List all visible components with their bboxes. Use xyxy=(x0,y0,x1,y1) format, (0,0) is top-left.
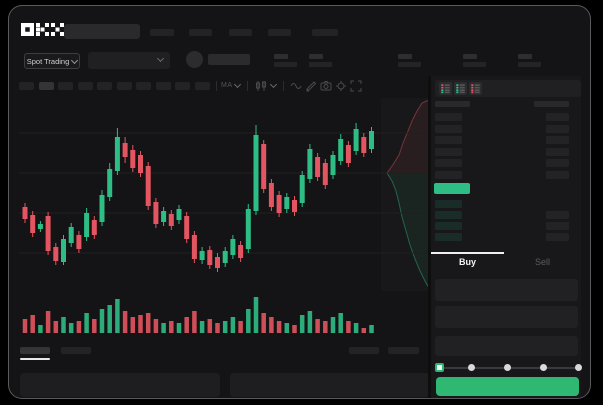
timeframe-button[interactable] xyxy=(19,82,34,90)
nav-item-placeholder[interactable] xyxy=(150,29,174,36)
app-window: Spot Trading MA xyxy=(8,5,591,399)
chevron-down-icon xyxy=(156,54,165,63)
slider-step-25[interactable] xyxy=(467,364,475,371)
orders-panel-placeholder xyxy=(230,373,429,397)
nav-item-placeholder[interactable] xyxy=(189,29,212,36)
tab-sell[interactable]: Sell xyxy=(534,257,550,267)
nav-item-placeholder[interactable] xyxy=(229,29,252,36)
book-asks-icon[interactable] xyxy=(469,82,482,95)
price-field-placeholder[interactable] xyxy=(435,279,578,301)
panel-divider xyxy=(428,76,431,398)
timeframe-button[interactable] xyxy=(97,82,112,90)
book-combined-icon[interactable] xyxy=(439,82,452,95)
market-type-label: Spot Trading xyxy=(26,56,70,66)
slider-step-75[interactable] xyxy=(539,364,547,371)
pencil-icon[interactable] xyxy=(305,80,317,92)
orders-action-placeholder[interactable] xyxy=(388,347,419,354)
timeframe-button[interactable] xyxy=(77,82,93,90)
timeframe-button[interactable] xyxy=(116,82,132,90)
chevron-down-icon xyxy=(71,56,79,64)
amount-field-placeholder[interactable] xyxy=(435,306,578,328)
orders-panel-placeholder xyxy=(20,373,220,397)
buy-tab-indicator xyxy=(431,252,504,254)
orderbook-header-price xyxy=(435,101,470,107)
timeframe-button[interactable] xyxy=(175,82,190,90)
market-type-dropdown[interactable]: Spot Trading xyxy=(24,53,80,69)
okx-logo[interactable] xyxy=(21,22,65,38)
orders-tab-active[interactable] xyxy=(20,347,50,354)
timeframe-button[interactable] xyxy=(155,82,171,90)
gear-icon[interactable] xyxy=(335,80,347,92)
tab-buy[interactable]: Buy xyxy=(458,257,476,267)
orders-action-placeholder[interactable] xyxy=(349,347,379,354)
last-price-badge[interactable] xyxy=(434,183,470,194)
ma-indicator-button[interactable]: MA xyxy=(221,82,233,89)
book-bids-icon[interactable] xyxy=(454,82,467,95)
slider-step-100[interactable] xyxy=(574,364,582,371)
pair-name-placeholder xyxy=(208,54,250,65)
candlestick-chart[interactable] xyxy=(17,98,431,341)
nav-item-placeholder[interactable] xyxy=(312,29,338,36)
timeframe-button[interactable] xyxy=(136,82,151,90)
orders-tab[interactable] xyxy=(61,347,91,354)
buy-submit-button[interactable] xyxy=(436,377,579,396)
nav-item-placeholder[interactable] xyxy=(268,29,291,36)
timeframe-button-active[interactable] xyxy=(38,82,54,90)
chevron-down-icon[interactable] xyxy=(269,80,278,89)
candle-style-icon[interactable] xyxy=(255,80,267,92)
coin-avatar xyxy=(186,51,203,68)
chevron-down-icon[interactable] xyxy=(233,80,242,89)
fullscreen-icon[interactable] xyxy=(350,80,362,92)
slider-step-50[interactable] xyxy=(503,364,511,371)
search-input[interactable] xyxy=(64,24,140,39)
pair-selector-dropdown[interactable] xyxy=(88,52,170,69)
orderbook-header-amount xyxy=(534,101,569,107)
wave-indicator-icon[interactable] xyxy=(290,80,302,92)
total-field-placeholder[interactable] xyxy=(435,336,578,356)
slider-handle-0[interactable] xyxy=(435,363,444,372)
active-tab-underline xyxy=(20,358,50,360)
timeframe-button[interactable] xyxy=(58,82,73,90)
camera-icon[interactable] xyxy=(320,80,332,92)
timeframe-button[interactable] xyxy=(194,82,210,90)
